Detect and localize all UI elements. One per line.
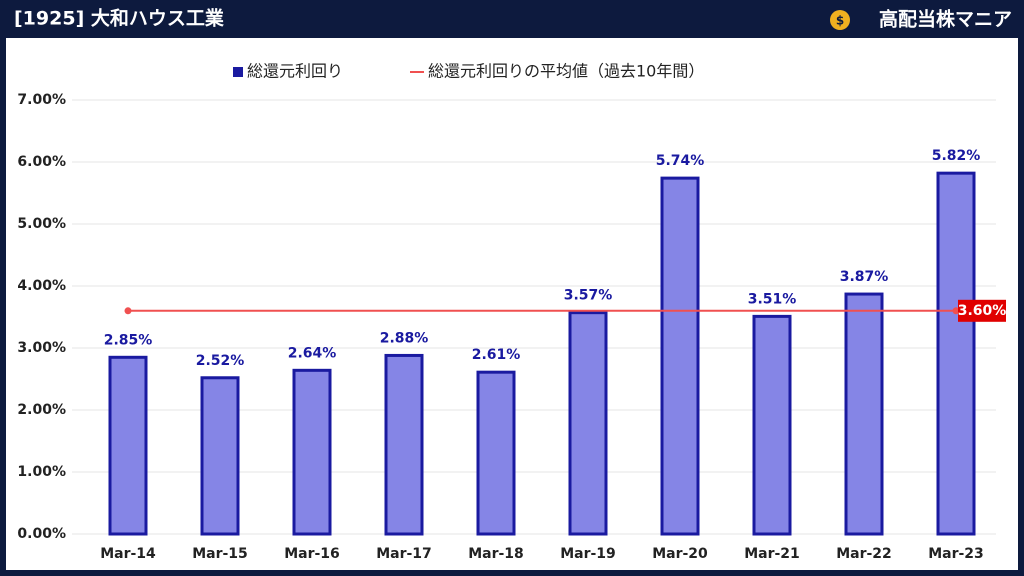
data-label: 5.74% bbox=[656, 153, 705, 169]
data-label: 2.88% bbox=[380, 330, 429, 346]
x-tick-label: Mar-14 bbox=[100, 546, 156, 562]
average-point bbox=[124, 307, 132, 315]
legend-bar-swatch bbox=[233, 67, 243, 77]
bar bbox=[568, 311, 608, 536]
page-title: [1925] 大和ハウス工業 bbox=[14, 7, 225, 30]
bar bbox=[660, 176, 700, 536]
bar bbox=[384, 353, 424, 536]
y-tick-label: 3.00% bbox=[17, 340, 66, 356]
y-tick-label: 2.00% bbox=[17, 402, 66, 418]
bar bbox=[844, 292, 884, 536]
data-label: 3.87% bbox=[840, 269, 889, 285]
x-tick-label: Mar-18 bbox=[468, 546, 524, 562]
data-label: 2.85% bbox=[104, 332, 153, 348]
bar bbox=[476, 370, 516, 536]
data-label: 2.52% bbox=[196, 353, 245, 369]
x-tick-label: Mar-16 bbox=[284, 546, 340, 562]
x-tick-label: Mar-23 bbox=[928, 546, 984, 562]
legend-label: 総還元利回りの平均値（過去10年間） bbox=[428, 62, 704, 81]
average-label: 3.60% bbox=[958, 303, 1007, 319]
money-bag-sign: $ bbox=[836, 14, 844, 28]
x-tick-label: Mar-15 bbox=[192, 546, 248, 562]
bar bbox=[936, 171, 976, 536]
y-tick-label: 6.00% bbox=[17, 154, 66, 170]
x-tick-label: Mar-17 bbox=[376, 546, 432, 562]
x-tick-label: Mar-22 bbox=[836, 546, 892, 562]
bar bbox=[752, 314, 792, 536]
y-tick-label: 5.00% bbox=[17, 216, 66, 232]
money-bag-icon bbox=[830, 10, 850, 30]
data-label: 3.57% bbox=[564, 288, 613, 304]
y-tick-label: 0.00% bbox=[17, 526, 66, 542]
bar bbox=[108, 355, 148, 536]
x-tick-label: Mar-20 bbox=[652, 546, 708, 562]
data-label: 5.82% bbox=[932, 148, 981, 164]
data-label: 3.51% bbox=[748, 291, 797, 307]
average-point bbox=[952, 307, 960, 315]
x-tick-label: Mar-21 bbox=[744, 546, 800, 562]
y-tick-label: 7.00% bbox=[17, 92, 66, 108]
bar bbox=[200, 376, 240, 536]
data-label: 2.61% bbox=[472, 347, 521, 363]
y-tick-label: 4.00% bbox=[17, 278, 66, 294]
average-label-box bbox=[958, 299, 1006, 322]
x-tick-label: Mar-19 bbox=[560, 546, 616, 562]
bar bbox=[292, 368, 332, 536]
data-label: 2.64% bbox=[288, 345, 337, 361]
brand: 高配当株マニア bbox=[879, 8, 1012, 31]
legend-label: 総還元利回り bbox=[247, 62, 343, 81]
y-tick-label: 1.00% bbox=[17, 464, 66, 480]
